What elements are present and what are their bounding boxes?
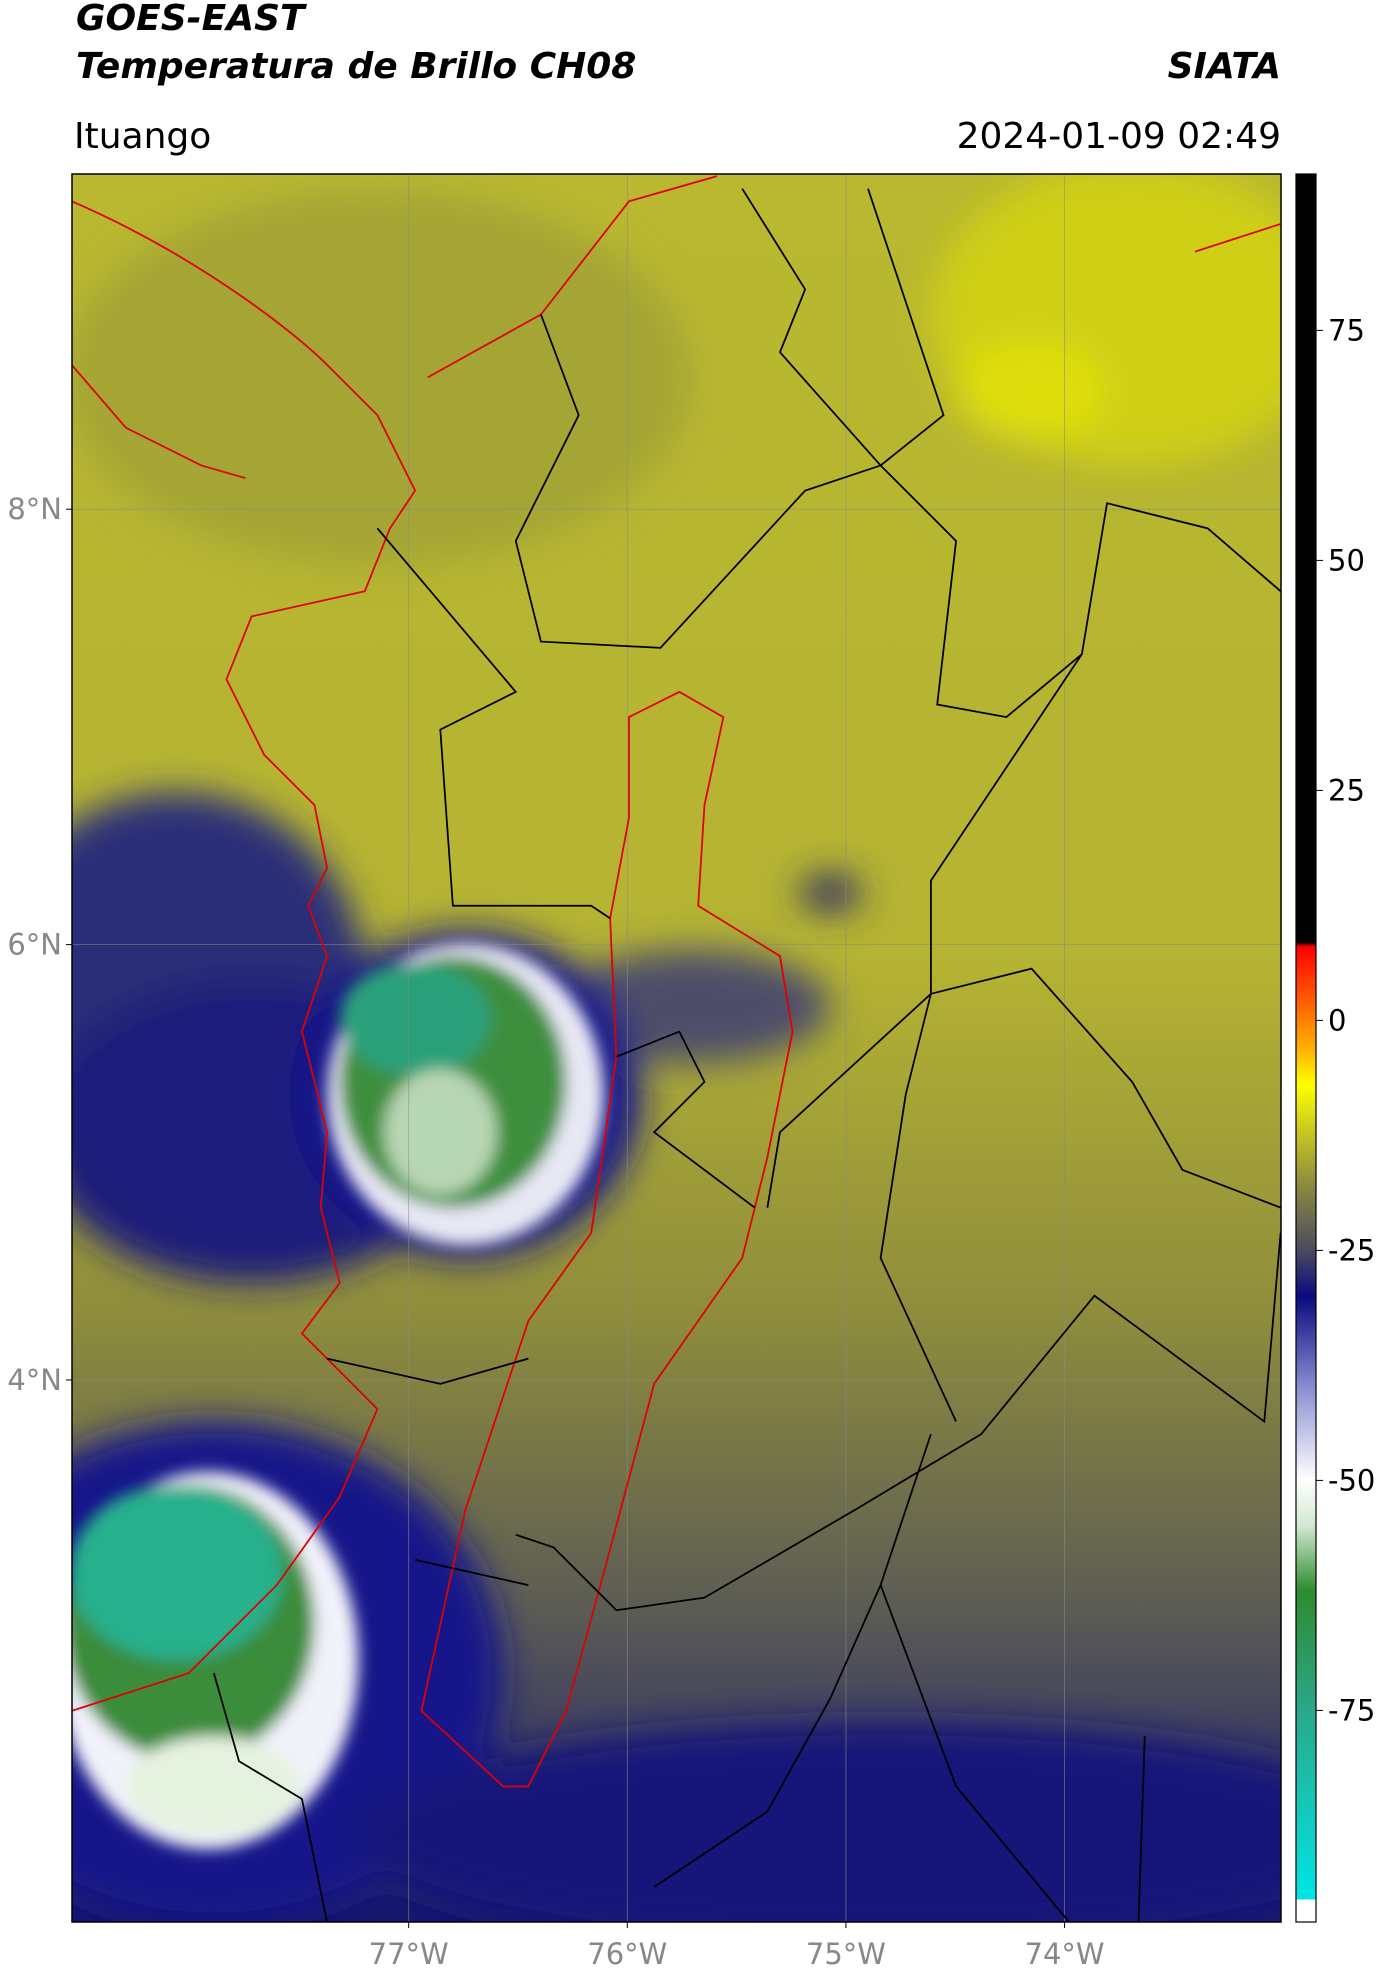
y-tick-label: 6°N [7,928,62,962]
location: Ituango [74,116,211,157]
datetime: 2024-01-09 02:49 [957,116,1281,157]
x-tick-label: 76°W [587,1937,667,1971]
y-tick-label: 4°N [7,1363,62,1397]
colorbar-tick-label: 75 [1328,313,1365,347]
x-tick-label: 77°W [369,1937,449,1971]
colorbar-tick-label: -25 [1328,1233,1375,1267]
coastline [72,200,417,1712]
map-image [72,174,1281,1922]
cloud-field [72,174,1281,1922]
y-tick-label: 8°N [7,492,62,526]
title: GOES-EAST [76,0,307,39]
colorbar [1295,173,1317,1923]
x-tick-label: 74°W [1025,1937,1105,1971]
borders [72,175,1281,1922]
source: SIATA [1168,46,1281,87]
admin-borders [213,188,1281,1922]
region-outline [420,690,794,1788]
subtitle: Temperatura de Brillo CH08 [76,46,636,87]
colorbar-tick-label: 0 [1328,1003,1346,1037]
grid [72,174,1281,1922]
x-tick-label: 75°W [806,1937,886,1971]
colorbar-tick-label: -50 [1328,1463,1375,1497]
colorbar-tick-label: 25 [1328,773,1365,807]
colorbar-tick-label: -75 [1328,1693,1375,1727]
coastline-north [72,175,1281,479]
map-frame [71,173,1282,1923]
colorbar-tick-label: 50 [1328,543,1365,577]
